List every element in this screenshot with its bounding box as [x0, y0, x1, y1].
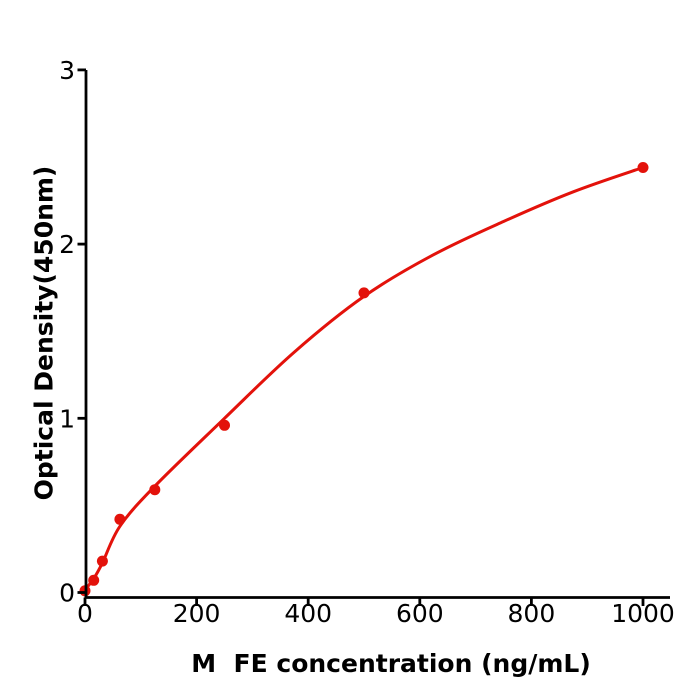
x-tick-label: 600 — [396, 599, 444, 628]
y-tick-label: 1 — [59, 404, 75, 433]
data-point — [637, 162, 649, 173]
y-tick-label: 3 — [59, 56, 75, 85]
data-point — [358, 287, 370, 299]
y-axis-label: Optical Density(450nm) — [29, 165, 59, 501]
x-tick-label: 200 — [173, 599, 221, 628]
x-axis-label: M FE concentration (ng/mL) — [191, 649, 591, 678]
x-tick-label: 0 — [77, 599, 93, 628]
axes-layer — [77, 68, 670, 606]
y-tick-label: 0 — [59, 579, 75, 608]
data-point — [149, 484, 161, 496]
x-tick-label: 800 — [508, 599, 556, 628]
data-point — [219, 419, 230, 431]
x-tick-label: 400 — [284, 599, 332, 628]
fit-curve — [83, 166, 645, 592]
data-point — [114, 513, 126, 525]
data-point — [96, 555, 108, 567]
tick-labels-layer: 0 1 2 3 0 200 400 600 800 1000 — [59, 56, 675, 628]
data-points-layer — [79, 162, 649, 597]
data-point — [88, 574, 100, 586]
x-tick-label: 1000 — [611, 599, 675, 628]
y-tick-label: 2 — [59, 230, 75, 259]
fit-curve-layer — [83, 166, 645, 592]
